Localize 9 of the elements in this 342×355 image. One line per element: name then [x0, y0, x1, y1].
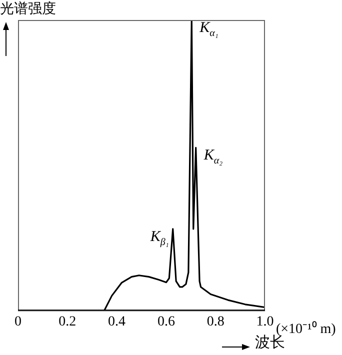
x-tick-label: 0.8 [206, 314, 224, 330]
y-axis-title: 光谱强度 [0, 0, 56, 18]
x-tick-label: 1.0 [256, 314, 274, 330]
text: (×10⁻¹⁰ m) [276, 320, 336, 337]
x-axis-title: 波长 [255, 334, 285, 352]
x-tick-label: 0.4 [108, 314, 126, 330]
x-tick-label: 0.2 [58, 314, 76, 330]
x-tick-label: 0.6 [157, 314, 175, 330]
x-tick-label: 0 [14, 314, 22, 330]
